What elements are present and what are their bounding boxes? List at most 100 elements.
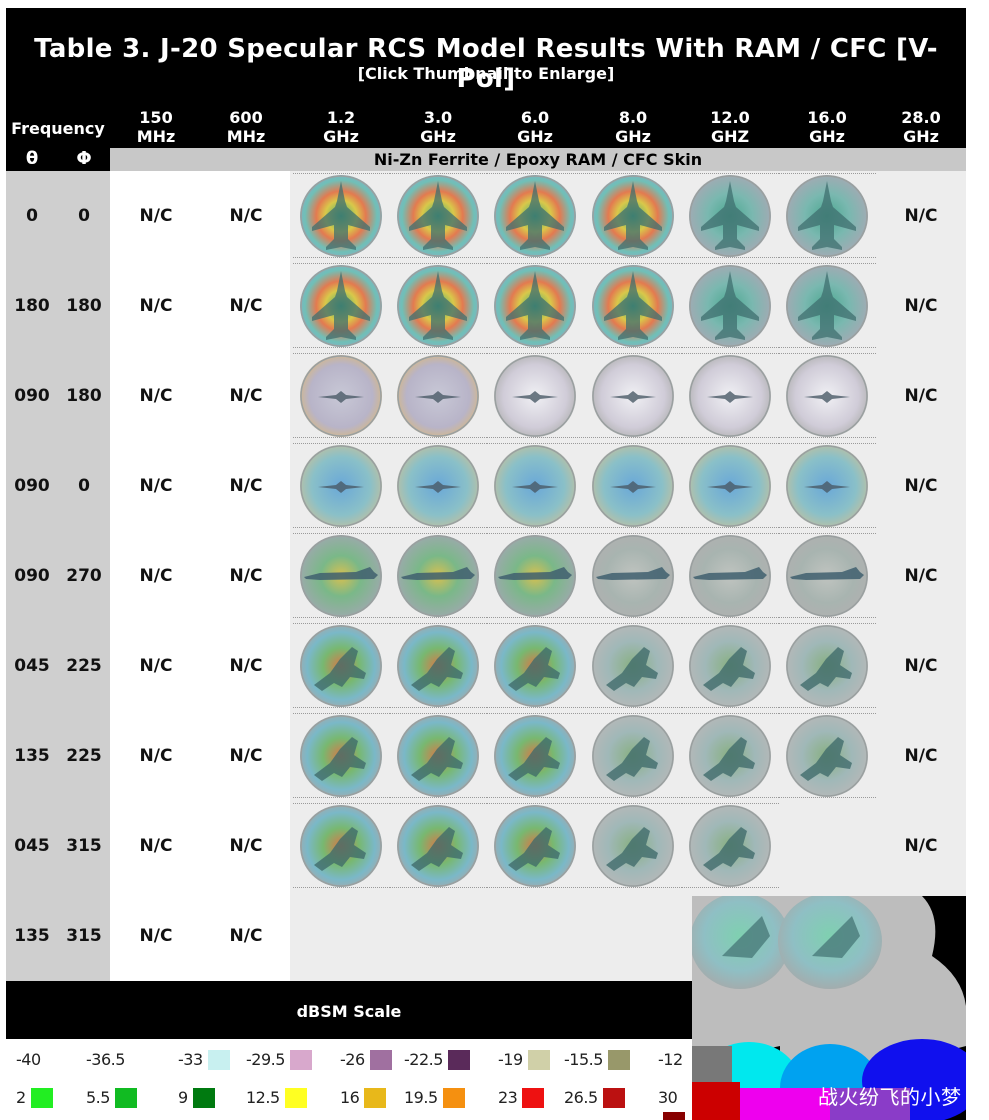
frequency-unit: MHz [226,127,266,146]
legend-value: 23 [498,1087,518,1107]
rcs-plot-image [786,265,868,347]
legend-item: -12 [658,1047,683,1071]
not-computed-label: N/C [904,296,938,316]
rcs-thumbnail[interactable] [293,623,390,709]
phi-value: 180 [66,386,102,406]
table-subtitle: [Click Thumbnail to Enlarge] [357,64,615,83]
phi-value: 225 [66,746,102,766]
rcs-thumbnail[interactable] [682,533,779,619]
rcs-plot-image [300,715,382,797]
frequency-value: 150 [139,108,173,127]
rcs-thumbnail[interactable] [293,173,390,259]
legend-swatch [129,1049,152,1070]
not-computed-label: N/C [139,566,173,586]
rcs-thumbnail[interactable] [779,443,876,529]
rcs-plot-image [592,175,674,257]
rcs-thumbnail[interactable] [293,353,390,439]
legend-swatch [364,1087,387,1108]
rcs-thumbnail[interactable] [585,623,682,709]
table-row: 090 180 N/C N/C N/C [6,351,966,441]
rcs-thumbnail[interactable] [293,713,390,799]
rcs-plot-image [689,355,771,437]
frequency-unit: GHz [809,127,845,146]
rcs-thumbnail[interactable] [390,173,487,259]
rcs-plot-image [397,445,479,527]
rcs-thumbnail[interactable] [390,443,487,529]
enlarged-thumbnail-fragment [692,896,966,1120]
not-computed-label: N/C [229,746,263,766]
rcs-thumbnail[interactable] [390,803,487,889]
frequency-unit: MHz [136,127,176,146]
rcs-thumbnail[interactable] [682,263,779,349]
rcs-thumbnail[interactable] [779,533,876,619]
rcs-thumbnail[interactable] [585,263,682,349]
rcs-thumbnail[interactable] [487,623,584,709]
rcs-thumbnail[interactable] [293,803,390,889]
frequency-unit: GHz [420,127,456,146]
legend-item: -22.5 [404,1047,470,1071]
rcs-thumbnail[interactable] [585,713,682,799]
not-computed-label: N/C [229,566,263,586]
legend-item: -40 [16,1047,68,1071]
rcs-thumbnail[interactable] [390,623,487,709]
legend-value: 19.5 [404,1087,438,1107]
rcs-thumbnail[interactable] [293,443,390,529]
rcs-thumbnail[interactable] [487,173,584,259]
legend-swatch [192,1087,215,1108]
frequency-header: 8.0 GHz [593,108,673,146]
rcs-thumbnail[interactable] [779,623,876,709]
legend-item: 23 [498,1085,545,1109]
rcs-thumbnail[interactable] [779,263,876,349]
rcs-thumbnail[interactable] [779,713,876,799]
rcs-plot-image [689,805,771,887]
rcs-thumbnail[interactable] [682,443,779,529]
legend-value: 5.5 [86,1087,110,1107]
frequency-unit: GHz [615,127,651,146]
not-computed-label: N/C [229,386,263,406]
legend-value: -26 [340,1049,365,1069]
rcs-thumbnail[interactable] [390,533,487,619]
rcs-thumbnail[interactable] [293,533,390,619]
rcs-thumbnail[interactable] [487,263,584,349]
frequency-value: 600 [229,108,263,127]
rcs-thumbnail[interactable] [682,623,779,709]
rcs-thumbnail[interactable] [682,353,779,439]
legend-item: 30 [658,1085,692,1120]
rcs-thumbnail[interactable] [585,443,682,529]
rcs-thumbnail[interactable] [585,173,682,259]
rcs-thumbnail[interactable] [682,173,779,259]
rcs-thumbnail[interactable] [585,533,682,619]
rcs-thumbnail[interactable] [487,803,584,889]
rcs-thumbnail[interactable] [682,713,779,799]
table-title: Table 3. J-20 Specular RCS Model Results… [34,34,938,94]
rcs-plot-image [397,805,479,887]
rcs-thumbnail[interactable] [390,353,487,439]
rcs-table: Table 3. J-20 Specular RCS Model Results… [6,8,966,1120]
table-row: 135 225 N/C N/C N/C [6,711,966,801]
rcs-thumbnail[interactable] [487,713,584,799]
rcs-thumbnail[interactable] [293,263,390,349]
fragment-graphic [692,896,966,1120]
rcs-thumbnail[interactable] [682,803,779,889]
rcs-thumbnail[interactable] [390,713,487,799]
rcs-plot-image [689,175,771,257]
rcs-plot-image [494,715,576,797]
phi-value: 225 [66,656,102,676]
rcs-thumbnail[interactable] [585,353,682,439]
rcs-thumbnail[interactable] [390,263,487,349]
rcs-thumbnail[interactable] [585,803,682,889]
not-computed-label: N/C [139,476,173,496]
rcs-thumbnail[interactable] [779,173,876,259]
not-computed-label: N/C [139,746,173,766]
frequency-unit: GHZ [710,127,750,146]
legend-item: 12.5 [246,1085,307,1109]
not-computed-label: N/C [229,206,263,226]
rcs-thumbnail[interactable] [487,443,584,529]
legend-swatch [607,1049,630,1070]
rcs-thumbnail[interactable] [487,533,584,619]
rcs-plot-image [494,445,576,527]
phi-value: 315 [66,926,102,946]
rcs-thumbnail[interactable] [487,353,584,439]
legend-value: -19 [498,1049,523,1069]
rcs-thumbnail[interactable] [779,353,876,439]
